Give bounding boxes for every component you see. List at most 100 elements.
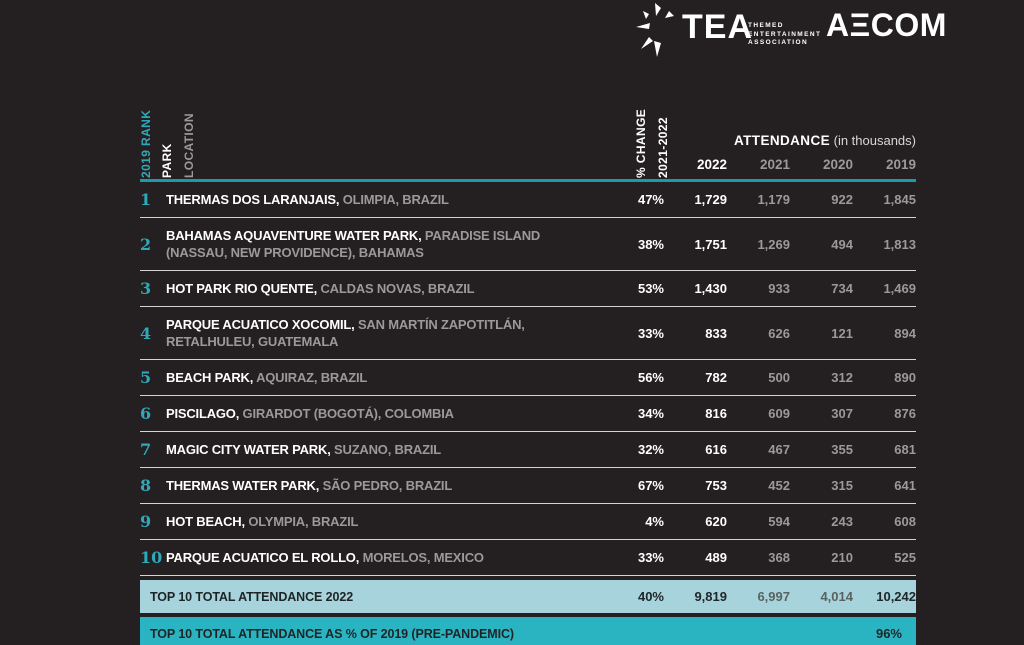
park-name: PISCILAGO, — [166, 406, 240, 421]
attendance-2022-cell: 620 — [705, 514, 727, 529]
park-name: BEACH PARK, — [166, 370, 254, 385]
pct-change-cell: 33% — [637, 325, 664, 341]
attendance-2020-cell: 922 — [831, 192, 853, 207]
attendance-2022-cell: 1,729 — [694, 192, 727, 207]
attendance-2022-cell: 782 — [705, 370, 727, 385]
year-header-2019: 2019 — [885, 157, 916, 172]
rank-cell: 5 — [140, 368, 152, 387]
rank-cell: 7 — [140, 440, 152, 459]
tea-logo: TEA — [682, 8, 753, 46]
park-name: PARQUE ACUATICO EL ROLLO, — [166, 550, 360, 565]
park-location: AQUIRAZ, BRAZIL — [256, 370, 368, 385]
attendance-2019-cell: 1,813 — [883, 236, 916, 252]
pct-change-cell: 33% — [637, 550, 664, 565]
rank-cell: 6 — [140, 404, 152, 423]
header-divider — [140, 179, 916, 182]
totals-2019: 10,242 — [876, 589, 916, 604]
column-header-pct-change: % CHANGE — [634, 108, 648, 178]
attendance-2022-cell: 1,430 — [694, 281, 727, 296]
rank-cell: 9 — [140, 512, 152, 531]
rank-cell: 3 — [140, 279, 152, 298]
table-row: 9 HOT BEACH, OLYMPIA, BRAZIL 4% 620 594 … — [140, 504, 916, 540]
rank-cell: 8 — [140, 476, 152, 495]
attendance-2021-cell: 368 — [768, 550, 790, 565]
ranking-table: 1 THERMAS DOS LARANJAIS, OLIMPIA, BRAZIL… — [140, 182, 916, 576]
year-header-2022: 2022 — [696, 157, 727, 172]
park-location: SUZANO, BRAZIL — [334, 442, 442, 457]
tea-subtext-line: ASSOCIATION — [748, 39, 809, 46]
attendance-2020-cell: 315 — [831, 478, 853, 493]
park-name: THERMAS DOS LARANJAIS, — [166, 192, 340, 207]
park-location: PARADISE ISLAND (NASSAU, NEW PROVIDENCE)… — [166, 228, 541, 260]
tea-subtext-line: THEMED — [748, 22, 784, 29]
column-header-park: PARK — [160, 143, 174, 178]
attendance-2021-cell: 594 — [768, 514, 790, 529]
attendance-2019-cell: 641 — [894, 478, 916, 493]
pct-change-cell: 47% — [637, 192, 664, 207]
table-row: 10 PARQUE ACUATICO EL ROLLO, MORELOS, ME… — [140, 540, 916, 576]
pct-change-cell: 32% — [637, 442, 664, 457]
attendance-2020-cell: 243 — [831, 514, 853, 529]
table-row: 3 HOT PARK RIO QUENTE, CALDAS NOVAS, BRA… — [140, 271, 916, 307]
table-row: 1 THERMAS DOS LARANJAIS, OLIMPIA, BRAZIL… — [140, 182, 916, 218]
column-header-location: LOCATION — [182, 113, 196, 178]
attendance-2021-cell: 609 — [768, 406, 790, 421]
totals-row: TOP 10 TOTAL ATTENDANCE 2022 40% 9,819 6… — [140, 580, 916, 613]
table-row: 5 BEACH PARK, AQUIRAZ, BRAZIL 56% 782 50… — [140, 360, 916, 396]
park-name: PARQUE ACUATICO XOCOMIL, — [166, 317, 355, 332]
attendance-2022-cell: 489 — [705, 550, 727, 565]
park-location: SAN MARTÍN ZAPOTITLÁN, RETALHULEU, GUATE… — [166, 317, 525, 349]
column-header-rank: 2019 RANK — [139, 109, 153, 178]
attendance-2022-cell: 616 — [705, 442, 727, 457]
park-name: HOT BEACH, — [166, 514, 245, 529]
park-cell: PARQUE ACUATICO XOCOMIL, SAN MARTÍN ZAPO… — [166, 316, 609, 350]
pct-change-cell: 56% — [637, 370, 664, 385]
attendance-2019-cell: 894 — [894, 325, 916, 341]
totals-label: TOP 10 TOTAL ATTENDANCE 2022 — [150, 589, 354, 604]
table-row: 8 THERMAS WATER PARK, SÃO PEDRO, BRAZIL … — [140, 468, 916, 504]
park-location: OLIMPIA, BRAZIL — [342, 192, 449, 207]
pct-change-cell: 34% — [637, 406, 664, 421]
park-cell: THERMAS DOS LARANJAIS, OLIMPIA, BRAZIL — [166, 191, 609, 208]
attendance-2020-cell: 307 — [831, 406, 853, 421]
recovery-label: TOP 10 TOTAL ATTENDANCE AS % OF 2019 (PR… — [150, 626, 514, 641]
attendance-2021-cell: 467 — [768, 442, 790, 457]
year-header-row: 2022 2021 2020 2019 — [664, 157, 916, 172]
attendance-2020-cell: 312 — [831, 370, 853, 385]
recovery-value: 96% — [875, 626, 902, 641]
pct-change-cell: 53% — [637, 281, 664, 296]
attendance-2020-cell: 734 — [831, 281, 853, 296]
park-name: HOT PARK RIO QUENTE, — [166, 281, 318, 296]
rank-cell: 10 — [140, 548, 163, 567]
attendance-header-note: (in thousands) — [830, 133, 916, 148]
attendance-2020-cell: 121 — [831, 325, 853, 341]
attendance-2019-cell: 890 — [894, 370, 916, 385]
park-location: OLYMPIA, BRAZIL — [248, 514, 359, 529]
park-name: MAGIC CITY WATER PARK, — [166, 442, 331, 457]
year-header-2020: 2020 — [822, 157, 853, 172]
park-cell: MAGIC CITY WATER PARK, SUZANO, BRAZIL — [166, 441, 609, 458]
attendance-2019-cell: 876 — [894, 406, 916, 421]
attendance-2021-cell: 452 — [768, 478, 790, 493]
aecom-logo: AΞCOM — [826, 7, 947, 43]
year-header-2021: 2021 — [759, 157, 790, 172]
attendance-2019-cell: 608 — [894, 514, 916, 529]
attendance-2022-cell: 833 — [705, 325, 727, 341]
park-location: GIRARDOT (BOGOTÁ), COLOMBIA — [242, 406, 454, 421]
park-cell: BEACH PARK, AQUIRAZ, BRAZIL — [166, 369, 609, 386]
rank-cell: 1 — [140, 190, 152, 209]
attendance-2020-cell: 494 — [831, 236, 853, 252]
pct-change-cell: 38% — [637, 236, 664, 252]
park-location: MORELOS, MEXICO — [362, 550, 484, 565]
attendance-2021-cell: 1,179 — [757, 192, 790, 207]
attendance-header-title: ATTENDANCE — [734, 133, 830, 148]
attendance-2019-cell: 681 — [894, 442, 916, 457]
tea-logo-subtext: THEMED ENTERTAINMENT ASSOCIATION — [748, 22, 821, 48]
table-row: 2 BAHAMAS AQUAVENTURE WATER PARK, PARADI… — [140, 218, 916, 271]
attendance-header: ATTENDANCE (in thousands) — [734, 133, 916, 148]
park-cell: BAHAMAS AQUAVENTURE WATER PARK, PARADISE… — [166, 227, 609, 261]
attendance-2021-cell: 626 — [768, 325, 790, 341]
attendance-2019-cell: 525 — [894, 550, 916, 565]
park-name: THERMAS WATER PARK, — [166, 478, 320, 493]
recovery-row: TOP 10 TOTAL ATTENDANCE AS % OF 2019 (PR… — [140, 617, 916, 645]
